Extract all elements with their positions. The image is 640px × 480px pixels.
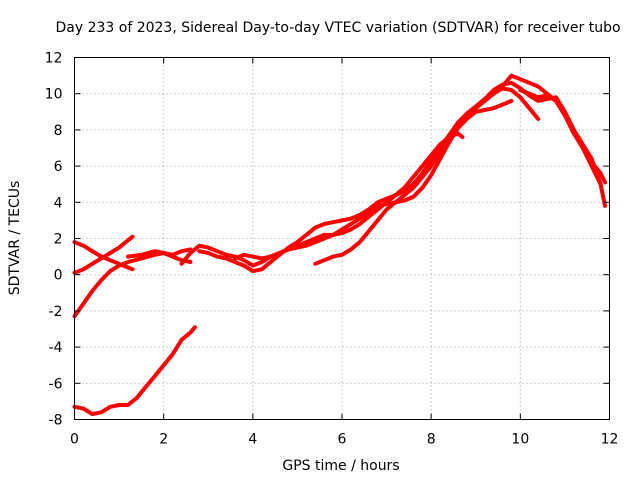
y-tick-label: -4 — [49, 340, 63, 356]
x-tick-label: 10 — [511, 432, 529, 448]
x-tick-label: 12 — [601, 432, 619, 448]
x-tick-label: 2 — [159, 432, 168, 448]
series-track-3 — [72, 234, 135, 275]
y-tick-label: 10 — [45, 87, 63, 103]
series-track-11 — [518, 88, 607, 185]
chart-title: Day 233 of 2023, Sidereal Day-to-day VTE… — [55, 20, 620, 36]
x-axis-label: GPS time / hours — [282, 458, 399, 474]
y-axis-label: SDTVAR / TECUs — [7, 181, 23, 296]
data-series — [72, 73, 607, 417]
y-tick-label: 4 — [54, 195, 63, 211]
y-tick-label: 6 — [54, 159, 63, 175]
y-tick-label: 8 — [54, 123, 63, 139]
y-tick-label: -8 — [49, 413, 63, 429]
series-track-2 — [72, 247, 193, 319]
series-track-7 — [197, 80, 603, 274]
x-tick-label: 6 — [338, 432, 347, 448]
y-tick-label: 2 — [54, 232, 63, 248]
series-track-4 — [72, 240, 135, 272]
x-tick-label: 0 — [70, 432, 79, 448]
grid-lines — [74, 57, 610, 420]
series-track-6 — [179, 131, 465, 268]
y-tick-label: -6 — [49, 376, 63, 392]
x-tick-label: 8 — [427, 432, 436, 448]
series-track-1 — [72, 325, 197, 417]
y-tick-label: 0 — [54, 268, 63, 284]
axis-ticks: 0 2 4 6 8 10 12 -8 -6 -4 -2 0 2 4 6 8 10 12 — [45, 51, 619, 448]
y-tick-label: 12 — [45, 51, 63, 67]
x-tick-label: 4 — [248, 432, 257, 448]
series-track-5 — [126, 249, 193, 264]
series-track-10 — [491, 86, 541, 121]
series-track-8 — [233, 98, 514, 261]
y-tick-label: -2 — [49, 304, 63, 320]
